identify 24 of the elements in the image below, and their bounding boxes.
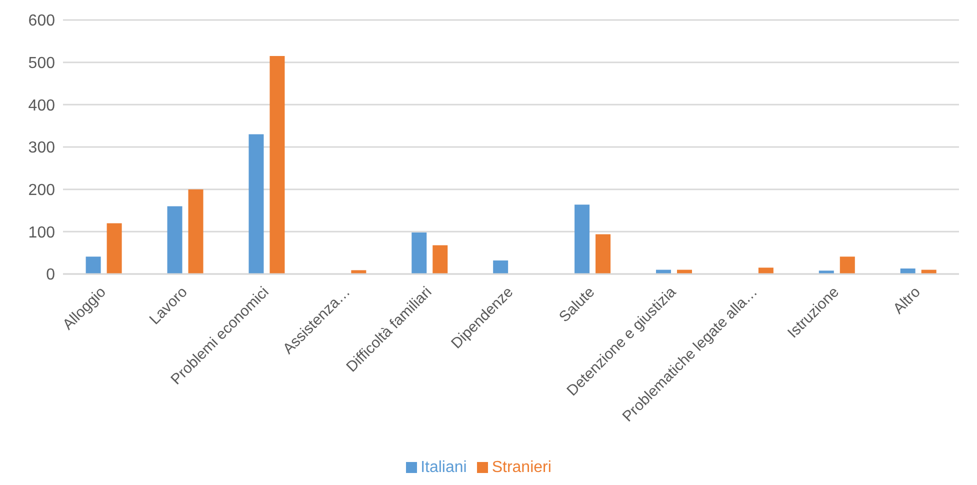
bar bbox=[188, 189, 204, 274]
y-tick-label: 400 bbox=[28, 97, 56, 114]
bar bbox=[432, 245, 448, 274]
y-tick-label: 500 bbox=[28, 55, 56, 72]
bar bbox=[758, 268, 774, 274]
bar bbox=[900, 268, 916, 274]
bar bbox=[574, 204, 590, 274]
bar bbox=[270, 56, 285, 274]
bar bbox=[167, 206, 182, 274]
bar bbox=[493, 260, 508, 274]
bar bbox=[86, 256, 101, 274]
bar bbox=[840, 256, 855, 274]
bar bbox=[596, 234, 611, 274]
legend-label: Italiani bbox=[420, 459, 467, 476]
y-tick-label: 600 bbox=[28, 12, 56, 30]
y-tick-label: 300 bbox=[28, 140, 56, 157]
y-tick-label: 0 bbox=[46, 266, 56, 284]
y-tick-label: 100 bbox=[28, 224, 56, 242]
bar bbox=[106, 223, 122, 274]
bar bbox=[248, 134, 264, 274]
bar bbox=[351, 270, 366, 274]
y-tick-label: 200 bbox=[28, 182, 56, 200]
bar bbox=[412, 232, 427, 274]
legend-label: Stranieri bbox=[492, 459, 552, 476]
